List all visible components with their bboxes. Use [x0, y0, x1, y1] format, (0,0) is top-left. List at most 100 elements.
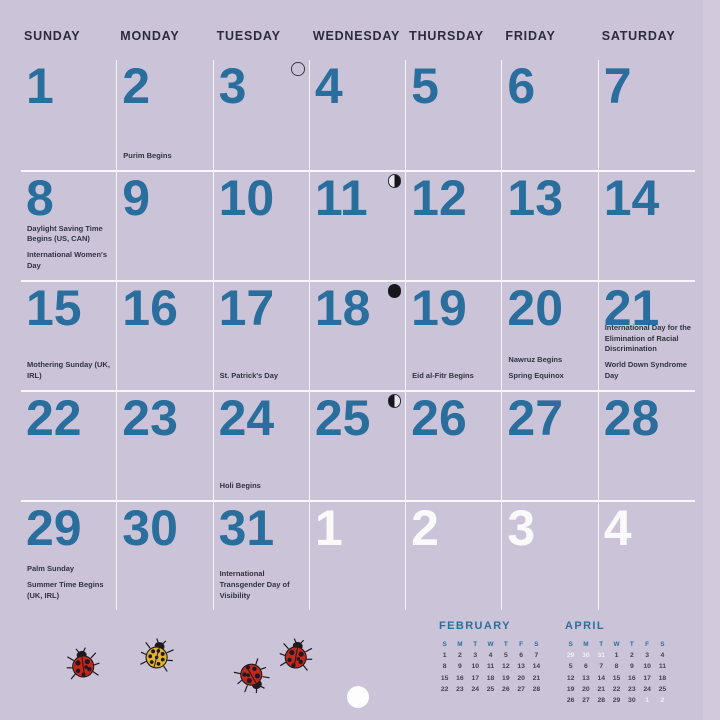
weekday-header: TUESDAY: [216, 29, 281, 43]
mini-cal-date: 11: [486, 663, 495, 671]
mini-cal-date: 6: [519, 652, 524, 660]
mini-cal-date: 28: [597, 696, 606, 704]
date-number: 1: [26, 58, 54, 114]
date-number: 5: [411, 58, 439, 114]
mini-cal-date: 18: [658, 674, 667, 682]
mini-cal-weekday: S: [568, 641, 573, 648]
mini-calendar-title: APRIL: [565, 620, 605, 632]
mini-cal-date: 5: [503, 652, 508, 660]
day-cell-march-8: 8 Daylight Saving Time Begins (US, CAN) In…: [21, 170, 118, 280]
mini-cal-date: 27: [517, 685, 525, 693]
mini-cal-date: 26: [502, 685, 510, 693]
mini-cal-date: 16: [456, 674, 464, 682]
mini-cal-date: 24: [643, 685, 651, 693]
date-number: 7: [603, 58, 632, 114]
weekday-header: MONDAY: [120, 29, 180, 43]
mini-cal-weekday: F: [645, 641, 650, 648]
day-cell-march-4: 4: [310, 60, 407, 170]
day-cell-march-22: 22: [21, 390, 118, 500]
mini-cal-date: 26: [566, 696, 575, 704]
mini-cal-date: 10: [643, 663, 651, 671]
mini-cal-date: 3: [645, 652, 650, 660]
day-cell-march-30: 30: [117, 500, 214, 610]
holiday-labels: International Day for the Elimination of…: [605, 323, 692, 382]
holiday-label: World Down Syndrome Day: [604, 360, 688, 381]
holiday-label: Daylight Saving Time Begins (US, CAN): [27, 223, 103, 244]
date-number: 6: [507, 58, 536, 114]
day-cell-april-1: 1: [309, 500, 407, 610]
date-number: 22: [26, 390, 82, 446]
holiday-labels: Holi Begins: [220, 481, 306, 492]
mini-cal-date: 2: [458, 652, 462, 660]
weekday-header: SUNDAY: [24, 29, 81, 43]
mini-cal-date: 13: [517, 663, 525, 671]
date-number: 4: [603, 500, 632, 556]
full-moon-icon: [291, 62, 305, 76]
mini-cal-date: 2: [660, 696, 665, 704]
mini-cal-weekday: T: [599, 641, 604, 648]
mini-cal-date: 11: [658, 663, 667, 671]
day-cell-march-28: 28: [598, 390, 695, 500]
mini-cal-weekday: T: [503, 641, 508, 648]
holiday-labels: Mothering Sunday (UK, IRL): [27, 360, 113, 382]
page-edge: [703, 0, 720, 720]
day-cell-march-2: 2 Purim Begins: [117, 58, 214, 170]
day-cell-march-7: 7: [599, 60, 695, 170]
mini-cal-date: 18: [486, 674, 495, 682]
date-number: 18: [314, 280, 371, 336]
date-number: 30: [122, 500, 178, 556]
mini-cal-date: 1: [614, 652, 619, 660]
date-number: 2: [122, 58, 151, 114]
day-cell-march-24: 24 Holi Begins: [213, 390, 310, 500]
mini-cal-date: 29: [566, 652, 575, 660]
mini-cal-weekday: T: [629, 641, 634, 648]
mini-cal-date: 9: [629, 663, 634, 671]
mini-cal-date: 14: [597, 674, 606, 682]
holiday-label: Purim Begins: [123, 151, 172, 161]
mini-cal-date: 8: [442, 663, 447, 671]
date-number: 2: [411, 500, 439, 556]
mini-cal-date: 4: [660, 652, 665, 660]
day-cell-march-25: 25: [309, 390, 407, 500]
day-cell-march-18: 18: [309, 280, 407, 390]
holiday-label: Nawruz Begins: [508, 355, 563, 365]
day-cell-march-23: 23: [117, 390, 214, 500]
mini-cal-date: 4: [488, 652, 493, 660]
day-cell-march-16: 16: [117, 280, 214, 390]
day-cell-april-3: 3: [502, 500, 599, 610]
holiday-labels: Nawruz Begins Spring Equinox: [508, 355, 594, 382]
weekday-header: SATURDAY: [601, 29, 676, 43]
holiday-labels: Eid al-Fitr Begins: [412, 371, 498, 382]
mini-cal-date: 20: [582, 685, 590, 693]
first-quarter-moon-icon: [387, 394, 402, 408]
mini-cal-weekday: S: [660, 641, 665, 648]
date-number: 12: [411, 170, 467, 226]
day-cell-march-14: 14: [598, 170, 695, 280]
day-cell-march-20: 20 Nawruz Begins Spring Equinox: [502, 280, 599, 390]
mini-cal-date: 8: [614, 663, 619, 671]
mini-cal-date: 13: [582, 674, 590, 682]
mini-cal-weekday: T: [473, 641, 478, 648]
date-number: 21: [603, 280, 660, 336]
mini-cal-date: 20: [517, 674, 525, 682]
holiday-labels: St. Patrick's Day: [220, 371, 306, 382]
holiday-label: Eid al-Fitr Begins: [412, 371, 474, 381]
day-cell-march-6: 6: [502, 58, 599, 170]
date-number: 25: [314, 390, 371, 446]
mini-calendar-february: FEBRUARY S M T W T F S 1 2 3 4 5 6 7 8 9 10 11 12 13 14 15 16 1…: [437, 620, 544, 695]
mini-cal-date: 19: [566, 685, 575, 693]
mini-cal-date: 23: [456, 685, 464, 693]
mini-cal-date: 17: [643, 674, 651, 682]
holiday-label: International Women's Day: [27, 250, 107, 271]
day-cell-march-31: 31 International Transgender Day of Visib…: [213, 500, 310, 610]
date-number: 16: [122, 280, 178, 336]
mini-cal-date: 6: [584, 663, 588, 671]
mini-cal-date: 24: [471, 685, 480, 693]
mini-cal-date: 2: [629, 652, 634, 660]
mini-cal-date: 12: [566, 674, 575, 682]
mini-cal-date: 22: [612, 685, 621, 693]
hole-punch: [347, 686, 369, 708]
ladybug-red-illustration: [60, 642, 105, 687]
date-number: 31: [218, 500, 275, 556]
